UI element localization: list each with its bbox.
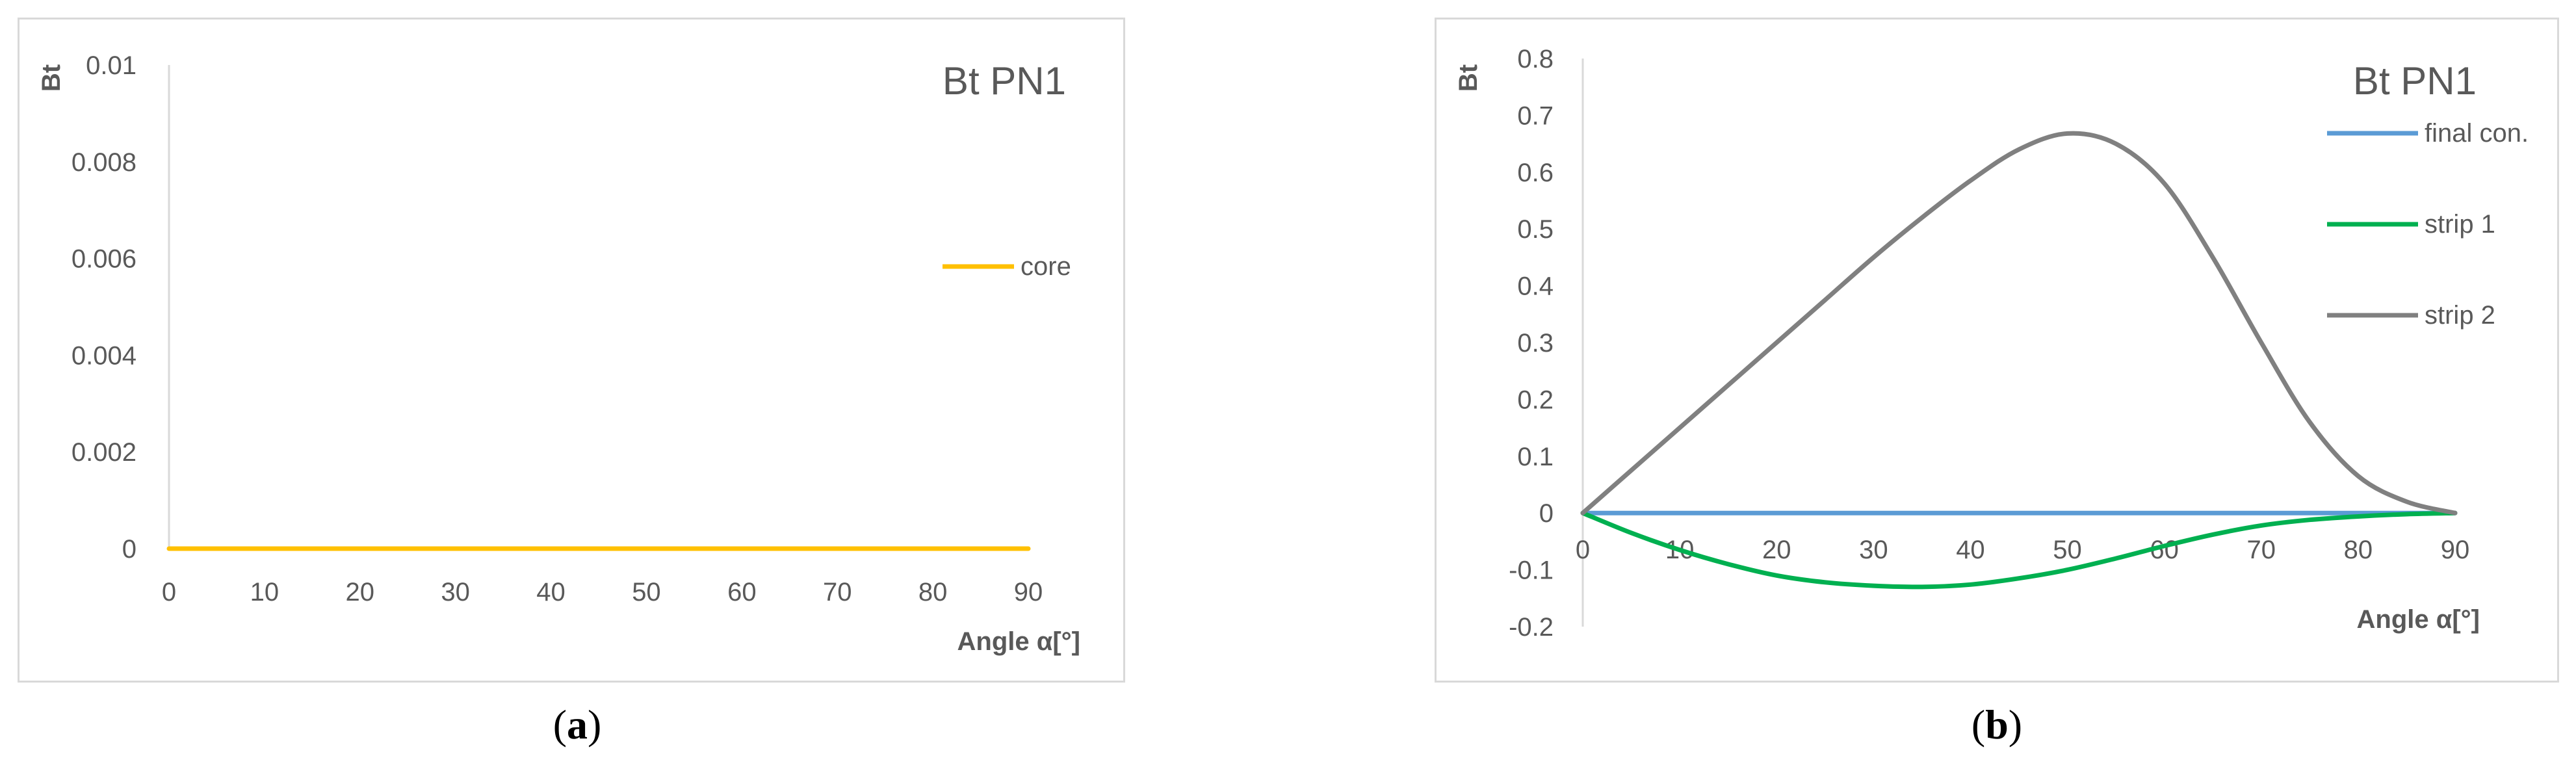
y-tick-label: 0 [122, 535, 137, 564]
y-tick-label: 0.004 [72, 341, 137, 370]
y-tick-label: 0.006 [72, 245, 137, 274]
y-tick-label: 0 [1539, 499, 1554, 528]
y-tick-label: 0.1 [1517, 443, 1554, 471]
x-tick-label: 50 [632, 578, 661, 606]
caption-a: (a) [553, 701, 602, 748]
x-tick-label: 40 [536, 578, 566, 606]
x-axis-label: Angle α[°] [957, 627, 1080, 656]
y-tick-label: 0.5 [1517, 215, 1554, 244]
x-axis-label: Angle α[°] [2357, 605, 2480, 634]
x-tick-label: 50 [2053, 536, 2082, 564]
x-tick-label: 80 [2344, 536, 2373, 564]
y-tick-label: 0.01 [86, 51, 137, 80]
y-axis-label: Bt [1454, 64, 1483, 92]
x-tick-label: 40 [1956, 536, 1985, 564]
y-tick-label: 0.002 [72, 438, 137, 467]
x-tick-label: 30 [1859, 536, 1888, 564]
series-line-strip-1 [1580, 510, 2458, 590]
x-tick-label: 20 [346, 578, 375, 606]
x-tick-label: 80 [918, 578, 948, 606]
x-tick-label: 90 [2441, 536, 2470, 564]
x-tick-label: 0 [1576, 536, 1590, 564]
x-tick-label: 70 [823, 578, 852, 606]
y-tick-label: -0.2 [1509, 613, 1554, 642]
x-tick-label: 30 [441, 578, 470, 606]
x-tick-label: 0 [162, 578, 176, 606]
chart-panel-a: 0 0.002 0.004 0.006 0.008 0.01 0 10 20 30 40 50 60 70… [18, 18, 1125, 683]
legend-label: final con. [2425, 119, 2529, 148]
y-tick-label: 0.4 [1517, 272, 1554, 301]
y-tick-label: -0.1 [1509, 556, 1554, 585]
legend-label: strip 1 [2425, 210, 2495, 239]
x-tick-label: 60 [727, 578, 757, 606]
y-tick-label: 0.008 [72, 148, 137, 177]
chart-title: Bt PN1 [943, 59, 1066, 103]
x-tick-label: 70 [2247, 536, 2276, 564]
y-axis-label: Bt [37, 64, 66, 92]
legend-label: strip 2 [2425, 301, 2495, 330]
y-tick-label: 0.3 [1517, 329, 1554, 358]
series-line-strip-2 [1580, 131, 2458, 515]
y-tick-label: 0.2 [1517, 385, 1554, 414]
x-tick-label: 90 [1014, 578, 1043, 606]
y-tick-label: 0.8 [1517, 45, 1554, 73]
x-tick-label: 20 [1762, 536, 1791, 564]
chart-title: Bt PN1 [2353, 59, 2477, 103]
caption-b: (b) [1971, 701, 2023, 748]
x-tick-label: 10 [250, 578, 280, 606]
legend-label: core [1021, 252, 1071, 281]
y-tick-label: 0.7 [1517, 101, 1554, 130]
y-tick-label: 0.6 [1517, 159, 1554, 187]
chart-a-svg: 0 0.002 0.004 0.006 0.008 0.01 0 10 20 30 40 50 60 70… [37, 51, 1080, 656]
chart-b-svg: -0.2-0.100.10.20.30.40.50.60.70.80 10 20 30… [1454, 45, 2529, 642]
chart-panel-b: -0.2 -0.1 0 0.1 0.2 0.3 0.4 0.5 0.6 0.7 0.8 0 10 20 30… [1435, 18, 2559, 683]
